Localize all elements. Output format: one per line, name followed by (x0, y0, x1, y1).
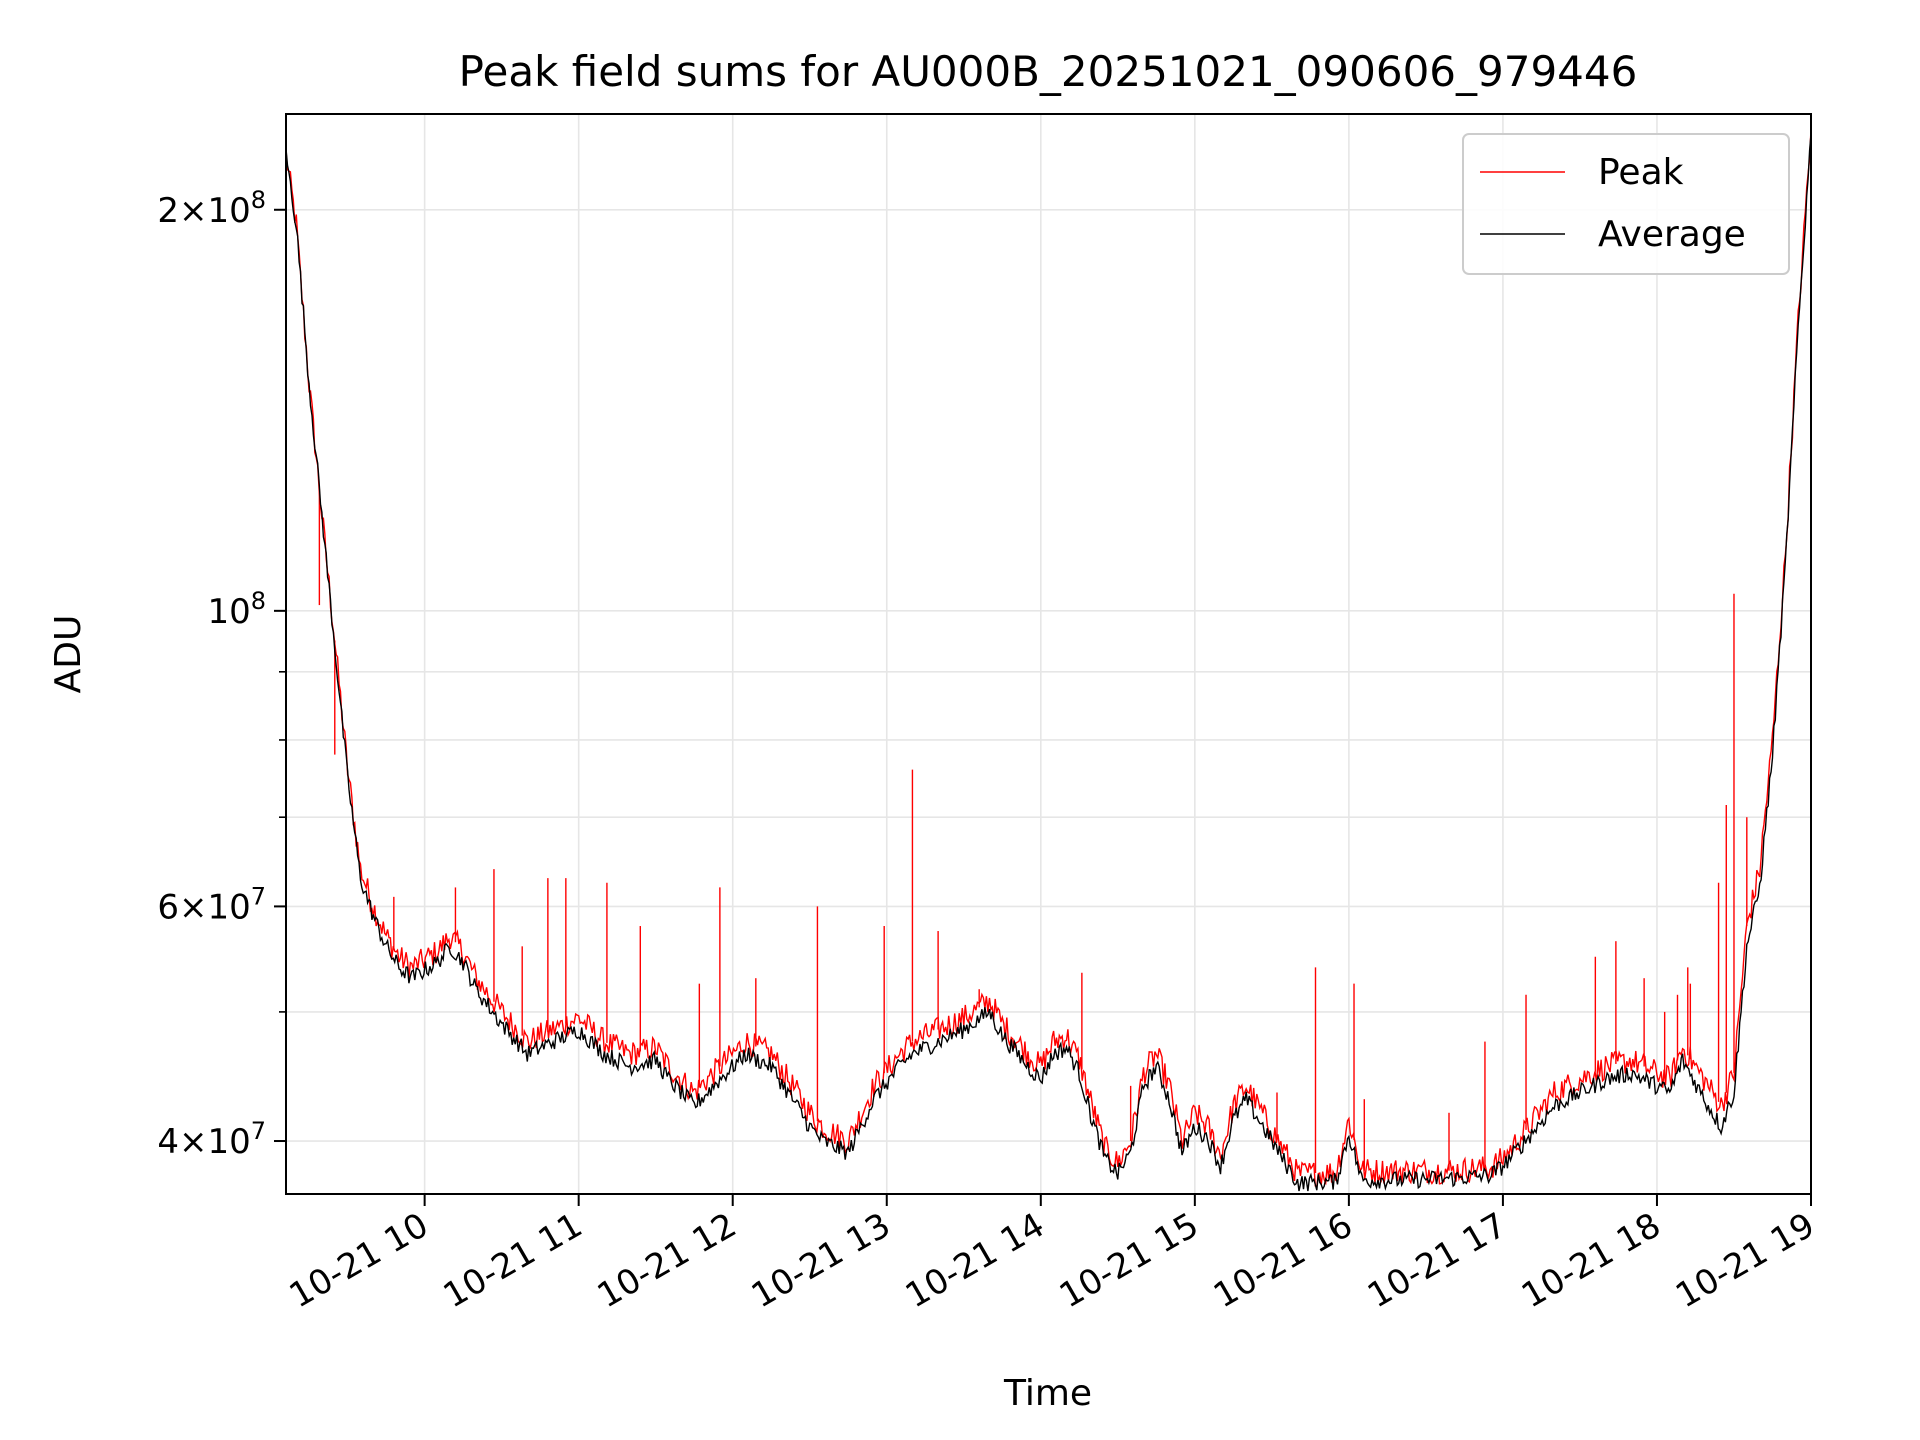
legend-label-average: Average (1598, 214, 1746, 255)
y-tick-label: 4×107 (157, 1117, 266, 1162)
legend: Peak Average (1462, 133, 1790, 275)
x-axis-label: Time (1003, 1373, 1092, 1414)
legend-box (1462, 133, 1790, 275)
legend-label-peak: Peak (1598, 152, 1684, 193)
chart-title: Peak field sums for AU000B_20251021_0906… (459, 47, 1638, 96)
series-layer (286, 128, 1811, 1192)
y-axis-label: ADU (48, 615, 89, 694)
y-tick-label: 6×107 (157, 882, 266, 927)
plot-frame (285, 113, 1812, 1195)
y-tick-label: 108 (207, 587, 266, 632)
series-line-peak (286, 128, 1811, 1187)
y-tick-label: 2×108 (157, 186, 266, 231)
series-line-average (286, 133, 1811, 1192)
